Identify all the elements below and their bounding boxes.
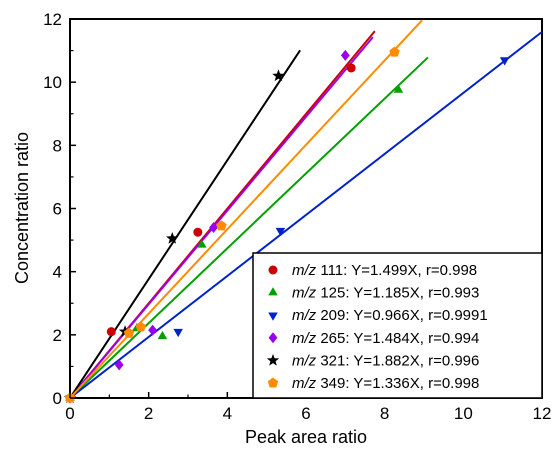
y-tick-label: 12 xyxy=(43,10,62,29)
legend-marker-series-2 xyxy=(268,312,278,321)
y-axis-ticks: 0 2 4 6 8 10 12 xyxy=(43,10,76,408)
y-tick-label: 10 xyxy=(43,73,62,92)
legend-label-series-4: m/z 321: Y=1.882X, r=0.996 xyxy=(292,352,479,369)
fit-line-series-1 xyxy=(69,56,429,399)
data-point-series-3 xyxy=(209,221,218,233)
x-axis-title: Peak area ratio xyxy=(245,427,367,447)
y-tick-label: 2 xyxy=(53,326,62,345)
fit-line-series-3 xyxy=(69,36,374,399)
data-point-series-3 xyxy=(114,359,124,371)
y-axis-title: Concentration ratio xyxy=(12,132,32,284)
data-point-series-1 xyxy=(157,330,168,340)
x-tick-label: 6 xyxy=(301,404,310,423)
x-tick-label: 8 xyxy=(380,404,389,423)
x-tick-label: 10 xyxy=(454,404,473,423)
legend-label-series-5: m/z 349: Y=1.336X, r=0.998 xyxy=(292,375,479,392)
data-point-series-5 xyxy=(123,327,135,338)
legend-marker-series-4 xyxy=(266,353,280,366)
data-point-series-2 xyxy=(275,227,286,237)
legend-label-series-3: m/z 265: Y=1.484X, r=0.994 xyxy=(292,330,479,347)
legend-marker-series-3 xyxy=(268,332,278,344)
data-point-series-3 xyxy=(340,49,350,61)
legend-label-series-2: m/z 209: Y=0.966X, r=0.9991 xyxy=(292,307,488,324)
fit-line-series-4 xyxy=(69,49,301,399)
data-point-series-5 xyxy=(389,46,400,57)
legend: m/z 111: Y=1.499X, r=0.998 m/z 125: Y=1.1… xyxy=(252,252,543,399)
x-tick-label: 4 xyxy=(223,404,232,423)
legend-marker-series-5 xyxy=(267,377,279,388)
data-point-series-2 xyxy=(173,328,183,338)
data-point-series-3 xyxy=(148,324,157,336)
x-tick-label: 0 xyxy=(65,404,74,423)
data-markers xyxy=(63,46,510,404)
data-point-series-1 xyxy=(197,239,207,248)
x-tick-label: 2 xyxy=(144,404,153,423)
legend-marker-series-0 xyxy=(268,265,278,275)
y-tick-label: 8 xyxy=(53,136,62,155)
y-tick-label: 4 xyxy=(53,263,62,282)
legend-box xyxy=(252,252,543,399)
data-point-series-0 xyxy=(106,327,116,337)
data-point-series-4 xyxy=(272,69,285,82)
y-tick-label: 0 xyxy=(53,389,62,408)
data-point-series-2 xyxy=(499,57,510,66)
legend-label-series-0: m/z 111: Y=1.499X, r=0.998 xyxy=(292,262,477,279)
legend-label-series-1: m/z 125: Y=1.185X, r=0.993 xyxy=(292,285,479,302)
data-point-series-0 xyxy=(346,63,356,73)
fit-line-series-2 xyxy=(69,31,543,399)
legend-marker-series-1 xyxy=(268,287,278,296)
data-point-series-5 xyxy=(216,220,227,231)
data-point-series-5 xyxy=(135,321,147,332)
x-axis-ticks: 0 2 4 6 8 10 12 xyxy=(65,392,551,423)
y-tick-label: 6 xyxy=(53,200,62,219)
x-tick-label: 12 xyxy=(533,404,552,423)
data-point-series-1 xyxy=(393,84,404,93)
data-point-series-4 xyxy=(166,232,179,244)
data-point-series-0 xyxy=(193,227,203,237)
